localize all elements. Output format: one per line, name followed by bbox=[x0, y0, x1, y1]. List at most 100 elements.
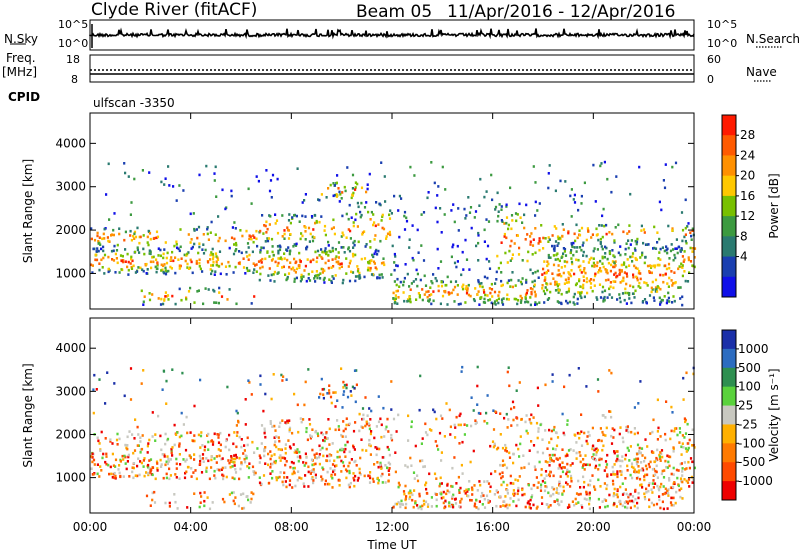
velocity-cell bbox=[251, 465, 255, 469]
power-cell bbox=[252, 234, 255, 237]
velocity-cell bbox=[331, 476, 334, 480]
velocity-cell bbox=[100, 469, 103, 472]
power-cell bbox=[402, 291, 405, 294]
power-cell bbox=[270, 273, 273, 277]
power-cell bbox=[352, 246, 355, 249]
velocity-cell bbox=[296, 448, 299, 451]
power-cell bbox=[162, 270, 165, 274]
power-cell bbox=[319, 272, 322, 275]
velocity-cell bbox=[655, 456, 658, 460]
power-cell bbox=[629, 243, 632, 246]
power-cell bbox=[461, 285, 464, 289]
power-cell bbox=[684, 233, 687, 236]
velocity-cell bbox=[358, 471, 361, 475]
velocity-cell bbox=[221, 497, 225, 501]
velocity-cell bbox=[263, 454, 266, 458]
power-cell bbox=[289, 261, 292, 264]
beam-label: Beam 05 bbox=[356, 2, 433, 22]
power-cell bbox=[619, 300, 622, 304]
velocity-cell bbox=[247, 498, 250, 502]
velocity-cell bbox=[349, 390, 352, 393]
power-cell bbox=[149, 260, 152, 264]
power-cell bbox=[644, 255, 647, 259]
velocity-cell bbox=[355, 369, 358, 372]
velocity-cell bbox=[682, 376, 685, 380]
power-cell bbox=[613, 255, 616, 259]
power-cell bbox=[478, 282, 481, 286]
velocity-cell bbox=[326, 482, 329, 486]
power-cell bbox=[175, 199, 178, 202]
velocity-cell bbox=[180, 411, 183, 415]
velocity-cell bbox=[635, 462, 639, 466]
velocity-cell bbox=[320, 479, 323, 482]
velocity-cell bbox=[207, 432, 210, 436]
velocity-cell bbox=[460, 370, 463, 373]
power-colorbar-tick-label: 16 bbox=[740, 189, 755, 203]
power-cell bbox=[304, 238, 307, 241]
power-cell bbox=[557, 264, 560, 267]
power-cell bbox=[554, 289, 558, 292]
velocity-cell bbox=[668, 479, 671, 482]
power-cell bbox=[366, 183, 369, 186]
power-cell bbox=[159, 254, 162, 258]
power-cell bbox=[206, 226, 209, 229]
power-cell bbox=[198, 265, 201, 268]
power-cell bbox=[300, 278, 303, 281]
power-cell bbox=[300, 232, 303, 235]
velocity-cell bbox=[350, 394, 353, 397]
power-cell bbox=[557, 242, 560, 245]
velocity-cell bbox=[556, 436, 560, 439]
velocity-cell bbox=[328, 384, 331, 387]
velocity-cell bbox=[99, 465, 102, 468]
power-cell bbox=[430, 293, 433, 296]
power-cell bbox=[570, 188, 573, 191]
velocity-cell bbox=[210, 439, 213, 442]
velocity-cell bbox=[506, 426, 509, 429]
velocity-cell bbox=[252, 492, 255, 496]
power-cell bbox=[342, 246, 345, 249]
power-cell bbox=[507, 298, 510, 301]
power-cell bbox=[548, 164, 551, 167]
velocity-cell bbox=[136, 474, 139, 478]
velocity-cell bbox=[100, 430, 103, 434]
velocity-cell bbox=[626, 500, 629, 504]
power-cell bbox=[241, 234, 244, 238]
velocity-cell bbox=[635, 477, 639, 480]
power-cell bbox=[493, 300, 497, 303]
velocity-cell bbox=[501, 471, 504, 474]
power-cell bbox=[577, 208, 580, 212]
power-cell bbox=[634, 256, 637, 260]
power-cell bbox=[643, 261, 646, 265]
velocity-cell bbox=[670, 472, 673, 476]
velocity-cell bbox=[361, 426, 364, 429]
velocity-cell bbox=[298, 450, 301, 454]
power-cell bbox=[671, 227, 674, 230]
velocity-cell bbox=[217, 436, 220, 439]
velocity-cell bbox=[675, 468, 678, 472]
power-cell bbox=[380, 219, 383, 222]
power-cell bbox=[489, 291, 492, 295]
power-cell bbox=[656, 241, 659, 244]
velocity-cell bbox=[598, 458, 601, 462]
velocity-cell bbox=[551, 453, 554, 457]
power-cell bbox=[337, 187, 340, 190]
power-cell bbox=[106, 236, 109, 239]
power-cell bbox=[483, 291, 486, 294]
velocity-cell bbox=[420, 442, 423, 445]
velocity-cell bbox=[377, 465, 380, 469]
power-cell bbox=[276, 245, 280, 248]
velocity-colorbar-tick-label: -500 bbox=[738, 455, 765, 469]
power-cell bbox=[287, 219, 291, 222]
velocity-cell bbox=[217, 441, 221, 444]
power-cell bbox=[519, 301, 523, 304]
power-cell bbox=[138, 241, 141, 245]
velocity-cell bbox=[336, 419, 339, 422]
velocity-cell bbox=[293, 392, 296, 396]
velocity-cell bbox=[246, 436, 249, 440]
power-cell bbox=[350, 270, 353, 274]
power-cell bbox=[294, 271, 297, 274]
power-cell bbox=[327, 244, 330, 247]
velocity-cell bbox=[513, 492, 516, 496]
velocity-cell bbox=[483, 506, 487, 509]
power-cell bbox=[436, 194, 439, 197]
